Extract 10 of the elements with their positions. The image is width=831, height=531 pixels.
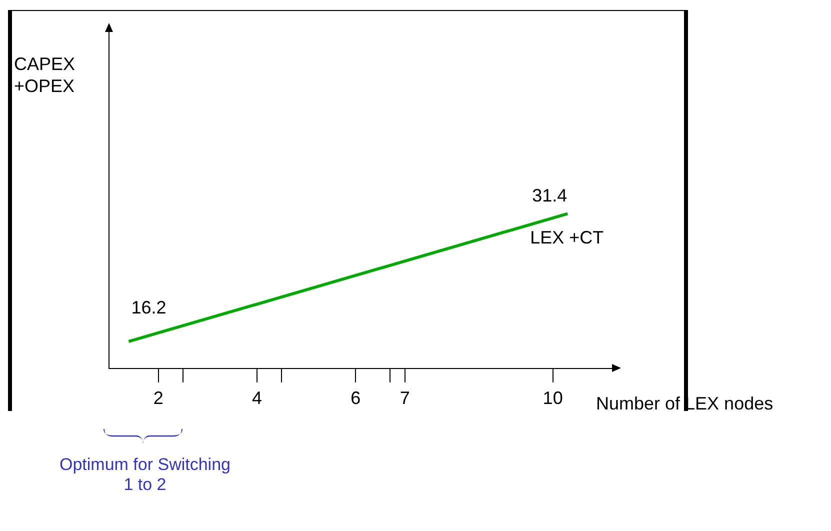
x-tick-label: 2 (153, 388, 164, 408)
data-label: 31.4 (532, 186, 568, 206)
x-tick-label: 7 (400, 388, 410, 408)
x-tick-label: 6 (350, 388, 361, 408)
y-axis-title: CAPEX +OPEX (14, 54, 76, 96)
x-tick-label: 4 (252, 388, 262, 408)
x-tick-label: 10 (542, 388, 563, 408)
series-label: LEX +CT (530, 228, 604, 248)
text: Optimum for Switching 1 to 2 (58, 455, 232, 495)
data-label: 16.2 (131, 297, 166, 318)
